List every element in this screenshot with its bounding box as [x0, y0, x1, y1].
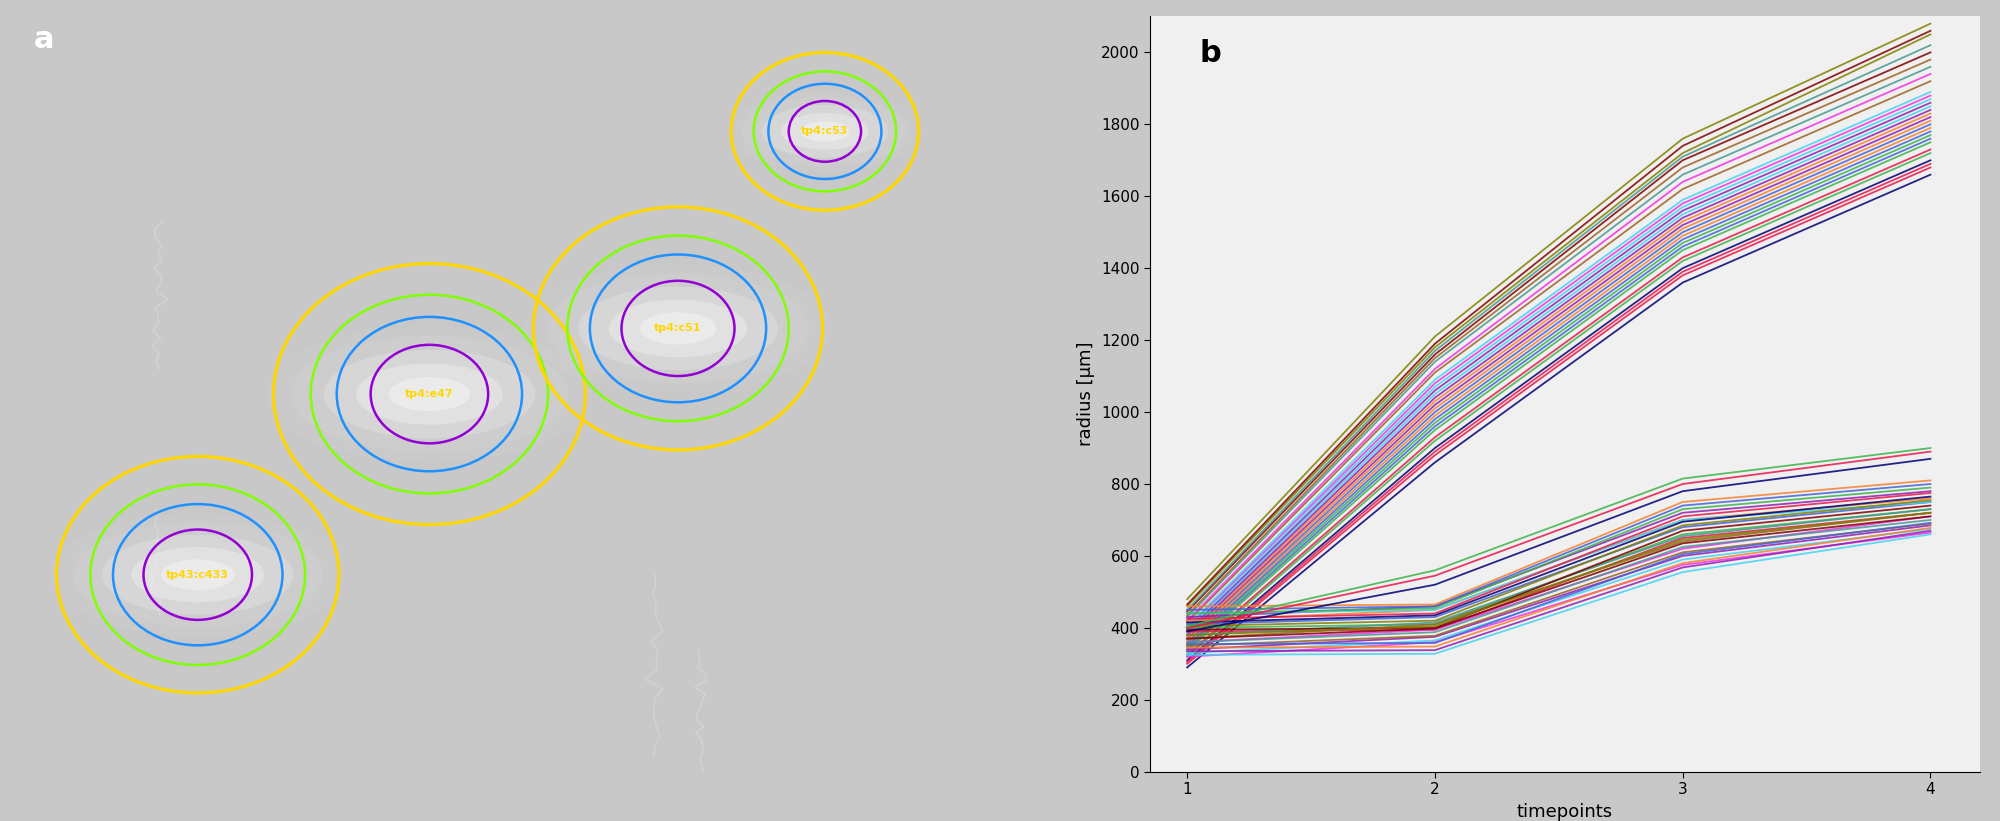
Ellipse shape: [132, 547, 264, 603]
Text: a: a: [34, 25, 54, 53]
Ellipse shape: [292, 337, 568, 452]
Ellipse shape: [578, 287, 778, 370]
Ellipse shape: [762, 105, 888, 158]
Text: tp4:c51: tp4:c51: [654, 323, 702, 333]
Text: tp43:c433: tp43:c433: [166, 570, 230, 580]
Ellipse shape: [640, 312, 716, 345]
Ellipse shape: [102, 534, 294, 615]
Ellipse shape: [742, 97, 908, 166]
Ellipse shape: [388, 377, 470, 411]
Text: tp4:c53: tp4:c53: [802, 126, 848, 136]
Ellipse shape: [608, 300, 748, 357]
Ellipse shape: [800, 122, 850, 141]
Ellipse shape: [356, 364, 502, 424]
Ellipse shape: [324, 350, 536, 438]
Ellipse shape: [162, 559, 234, 590]
Ellipse shape: [72, 522, 322, 627]
Text: b: b: [1200, 39, 1222, 68]
Ellipse shape: [548, 274, 808, 383]
Text: tp4:e47: tp4:e47: [406, 389, 454, 399]
X-axis label: timepoints: timepoints: [1516, 803, 1614, 821]
Y-axis label: radius [μm]: radius [μm]: [1078, 342, 1096, 447]
Ellipse shape: [782, 113, 868, 149]
